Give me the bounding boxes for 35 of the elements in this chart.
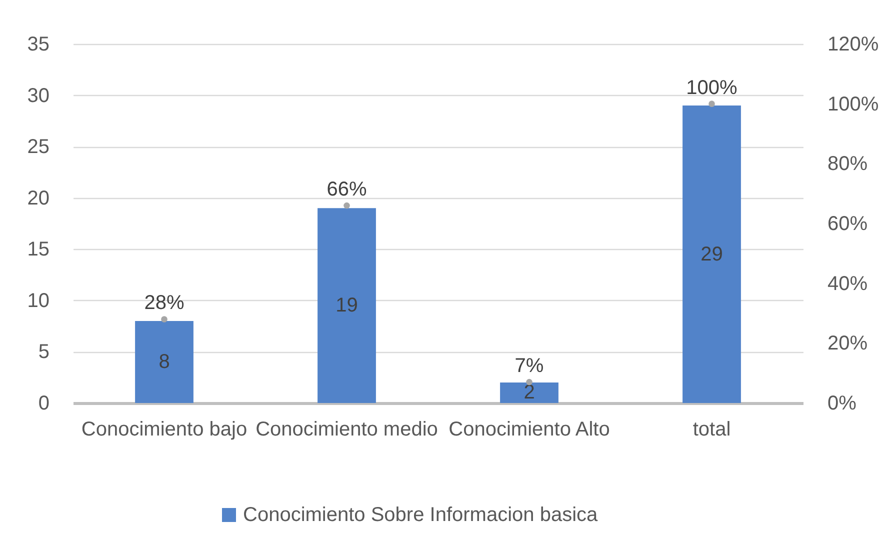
bar [135,320,194,403]
data-label: 100% [686,76,738,99]
data-label: 7% [514,355,544,378]
y2-tick-label: 120% [828,34,879,56]
y2-tick-label: 80% [828,153,868,176]
y-tick-label: 20 [27,187,50,210]
x-tick-label: Conocimiento Alto [448,418,610,440]
data-label: 19 [336,294,358,317]
y-tick-label: 15 [27,238,50,261]
x-tick-label: Conocimiento bajo [81,418,248,440]
y2-tick-label: 100% [828,93,879,116]
point [344,202,350,209]
y-tick-label: 30 [27,84,50,107]
y2-tick-label: 20% [828,332,868,355]
data-label: 28% [144,292,184,314]
data-label: 29 [700,243,723,266]
y-tick-label: 35 [27,34,50,56]
bar [318,208,376,403]
x-tick-label: Conocimiento medio [256,418,438,440]
bar [682,106,741,403]
data-label: 66% [326,178,367,201]
y-tick-label: 5 [38,341,50,364]
point [708,100,715,107]
data-label: 8 [158,350,170,373]
bar [500,382,558,403]
y-tick-label: 0 [38,392,50,414]
y-tick-label: 10 [27,290,50,312]
y2-tick-label: 0% [828,392,857,414]
legend-label: Conocimiento Sobre Informacion basica [243,504,599,526]
y2-tick-label: 40% [828,272,868,295]
point [161,316,168,322]
x-tick-label: total [692,418,731,440]
data-label: 2 [524,382,535,404]
y-tick-label: 25 [27,136,50,158]
y2-tick-label: 60% [828,213,868,235]
